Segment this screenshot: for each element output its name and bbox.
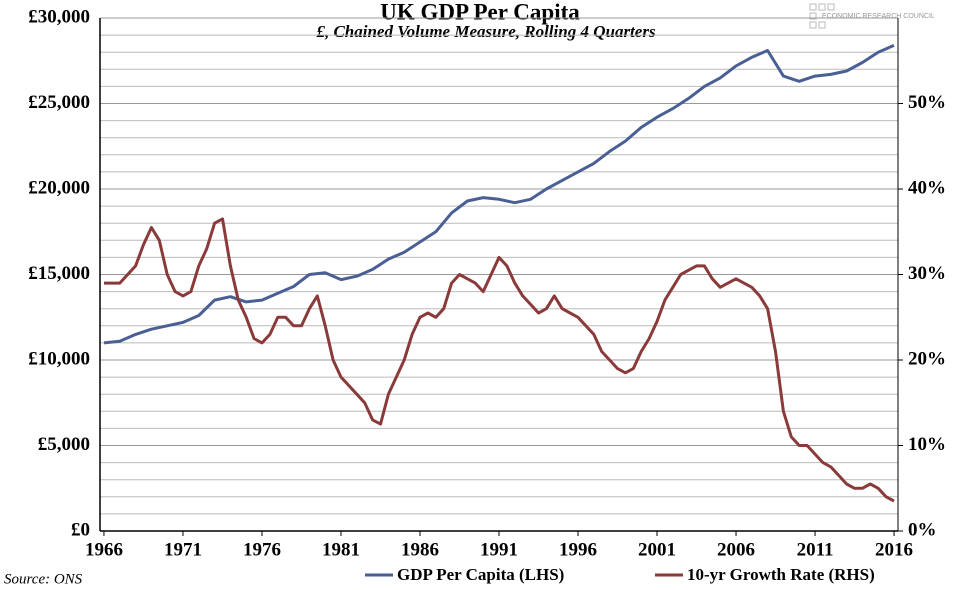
x-tick-label: 1976 bbox=[243, 539, 281, 560]
y-tick-label: £15,000 bbox=[28, 263, 90, 284]
source: Source: ONS bbox=[4, 571, 83, 587]
y2-tick-label: 0% bbox=[908, 519, 937, 540]
y2-tick-label: 10% bbox=[908, 434, 946, 455]
y-tick-label: £20,000 bbox=[28, 177, 90, 198]
y-tick-label: £5,000 bbox=[38, 434, 90, 455]
logo bbox=[809, 3, 835, 29]
x-tick-label: 2006 bbox=[717, 539, 755, 560]
x-tick-label: 1966 bbox=[85, 539, 123, 560]
y2-tick-label: 30% bbox=[908, 263, 946, 284]
x-tick-label: 1996 bbox=[559, 539, 597, 560]
legend-label: GDP Per Capita (LHS) bbox=[397, 565, 564, 584]
x-tick-label: 2011 bbox=[797, 539, 834, 560]
legend-label: 10-yr Growth Rate (RHS) bbox=[687, 565, 875, 584]
x-tick-label: 1971 bbox=[164, 539, 202, 560]
y2-tick-label: 50% bbox=[908, 92, 946, 113]
series-line bbox=[104, 217, 895, 503]
x-tick-label: 2016 bbox=[875, 539, 913, 560]
chart-subtitle: £, Chained Volume Measure, Rolling 4 Qua… bbox=[315, 22, 656, 41]
y-tick-label: £30,000 bbox=[28, 6, 90, 27]
y-tick-label: £25,000 bbox=[28, 92, 90, 113]
x-tick-label: 2001 bbox=[638, 539, 676, 560]
chart-title: UK GDP Per Capita bbox=[380, 0, 580, 24]
logo-text: ECONOMIC RESEARCH COUNCIL bbox=[822, 13, 935, 20]
x-tick-label: 1991 bbox=[480, 539, 518, 560]
y2-tick-label: 40% bbox=[908, 177, 946, 198]
series-line bbox=[103, 44, 895, 345]
y-tick-label: £0 bbox=[71, 519, 90, 540]
y2-tick-label: 20% bbox=[908, 348, 946, 369]
x-tick-label: 1981 bbox=[322, 539, 360, 560]
x-tick-label: 1986 bbox=[401, 539, 439, 560]
y-tick-label: £10,000 bbox=[28, 348, 90, 369]
